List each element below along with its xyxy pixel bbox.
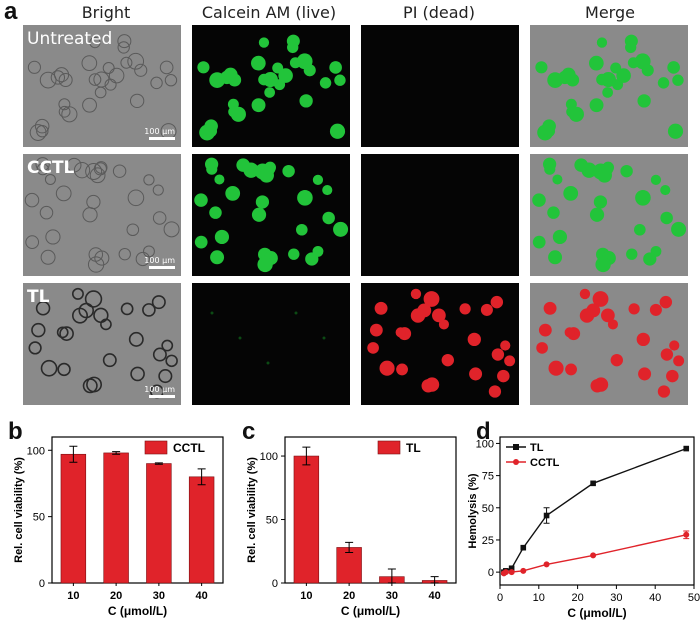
x-tick-label: 10 (67, 590, 79, 602)
micrograph-untreated-dead (361, 25, 519, 147)
legend-swatch (377, 440, 401, 455)
scale-bar-label: 100 μm (144, 385, 175, 394)
x-axis-label: C (μmol/L) (567, 606, 626, 620)
scale-bar-label: 100 μm (144, 256, 175, 265)
error-bar (112, 451, 121, 455)
data-point-cctl (543, 561, 550, 568)
y-tick-label: 50 (482, 503, 494, 515)
legend-label: TL (406, 441, 421, 455)
scale-bar (149, 137, 175, 140)
bar-chart-cctl: 0 50 100 10 20 30 40 C (μmol/L) Rel. cell viabil… (0, 425, 235, 625)
data-point-tl (543, 512, 550, 519)
error-bar (69, 445, 78, 463)
column-header-dead: PI (dead) (403, 3, 475, 22)
panel-a-letter: a (4, 0, 18, 25)
micrograph-cctl-dead (361, 154, 519, 276)
x-tick-label: 30 (610, 592, 622, 604)
y-tick-label: 0 (39, 578, 45, 590)
legend-label: CCTL (173, 441, 205, 455)
error-bar (302, 446, 311, 466)
bar-10 (60, 453, 87, 584)
micrograph-untreated-merge (530, 25, 688, 147)
data-point-cctl (590, 552, 597, 559)
data-point-tl (520, 544, 527, 551)
y-axis-label: Hemolysis (%) (467, 473, 479, 549)
x-tick-label: 20 (110, 590, 122, 602)
micrograph-cctl-live (192, 154, 350, 276)
data-point-cctl (502, 569, 509, 576)
legend-label: TL (530, 442, 544, 454)
row-label-tl: TL (27, 287, 50, 307)
row-label-untreated: Untreated (27, 29, 113, 49)
x-tick-label: 10 (533, 592, 545, 604)
plot-frame (284, 436, 457, 584)
micrograph-untreated-live (192, 25, 350, 147)
error-bar (154, 462, 163, 465)
x-axis-label: C (μmol/L) (341, 604, 400, 618)
data-point-cctl (508, 569, 515, 576)
micrograph-tl-bright: TL 100 μm (23, 283, 181, 405)
scale-bar-label: 100 μm (144, 127, 175, 136)
bar-40 (188, 476, 215, 584)
bar-chart-tl: 0 50 100 10 20 30 40 C (μmol/L) Rel. cell viabil… (233, 425, 468, 625)
x-tick-label: 40 (649, 592, 661, 604)
micrograph-cctl-merge (530, 154, 688, 276)
micrograph-tl-live (192, 283, 350, 405)
panel-b-letter: b (8, 418, 23, 445)
micrograph-tl-dead (361, 283, 519, 405)
data-point-tl (683, 445, 690, 452)
micrograph-cctl-bright: CCTL 100 μm (23, 154, 181, 276)
data-point-cctl (683, 531, 690, 538)
y-tick-label: 25 (482, 535, 494, 547)
bar-10 (293, 455, 320, 584)
column-header-merge: Merge (585, 3, 635, 22)
x-tick-label: 20 (571, 592, 583, 604)
error-bar (345, 541, 354, 554)
y-tick-label: 50 (33, 512, 45, 524)
x-tick-label: 30 (386, 590, 398, 602)
x-tick-label: 40 (196, 590, 208, 602)
data-point-tl (590, 480, 596, 487)
panel-c-letter: c (242, 418, 256, 445)
plot-frame (499, 436, 695, 586)
bar-20 (103, 452, 129, 584)
bar-30 (146, 463, 172, 584)
scale-bar (149, 266, 175, 269)
y-axis-label: Rel. cell viability (%) (13, 457, 25, 563)
data-point-tl (508, 565, 515, 572)
legend-marker (513, 459, 519, 465)
error-bar (197, 468, 206, 486)
x-tick-label: 10 (300, 590, 312, 602)
micrograph-untreated-bright: Untreated 100 μm (23, 25, 181, 147)
x-tick-label: 40 (429, 590, 441, 602)
row-label-cctl: CCTL (27, 158, 75, 178)
y-tick-label: 100 (260, 451, 278, 463)
scale-bar (149, 395, 175, 398)
column-header-live: Calcein AM (live) (201, 3, 337, 22)
y-tick-label: 100 (476, 438, 494, 450)
x-tick-label: 20 (343, 590, 355, 602)
bar-20 (336, 547, 362, 584)
x-tick-label: 50 (688, 592, 700, 604)
y-tick-label: 0 (488, 567, 494, 579)
y-tick-label: 100 (27, 445, 45, 457)
x-tick-label: 0 (497, 592, 503, 604)
y-axis-label: Rel. cell viability (%) (246, 457, 258, 563)
legend-label: CCTL (530, 457, 560, 469)
plot-frame (51, 436, 224, 584)
y-tick-label: 50 (266, 515, 278, 527)
x-axis-label: C (μmol/L) (108, 604, 167, 618)
x-tick-label: 30 (153, 590, 165, 602)
line-chart-hemolysis: 0 25 50 75 100 0 10 20 30 40 50 TL CCTL C (μmol/L) Hem… (466, 425, 700, 625)
micrograph-tl-merge (530, 283, 688, 405)
y-tick-label: 0 (272, 578, 278, 590)
legend-marker (513, 444, 519, 450)
y-tick-label: 75 (482, 471, 494, 483)
column-header-bright: Bright (81, 3, 131, 22)
data-point-cctl (520, 567, 527, 574)
legend-swatch (144, 440, 168, 455)
panel-d-letter: d (476, 418, 491, 445)
